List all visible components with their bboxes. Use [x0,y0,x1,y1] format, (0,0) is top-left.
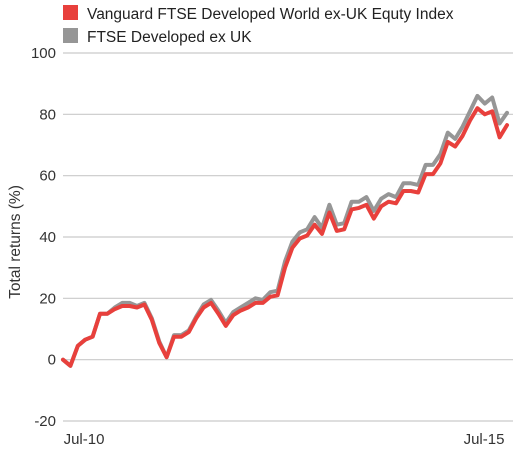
x-axis-ticks: Jul-10 Jul-15 [64,431,505,448]
legend: Vanguard FTSE Developed World ex-UK Equt… [63,5,454,46]
y-tick-label-4: 60 [39,168,56,185]
y-tick-label-0: -20 [34,413,56,430]
y-tick-label-1: 0 [48,352,56,369]
y-tick-label-3: 40 [39,229,56,246]
x-tick-label-0: Jul-10 [64,431,105,448]
legend-swatch-ftse [63,28,78,43]
series-lines [61,93,509,368]
legend-label-vanguard: Vanguard FTSE Developed World ex-UK Equt… [87,6,454,23]
gridlines [63,52,513,422]
x-tick-label-1: Jul-15 [464,431,505,448]
y-tick-label-5: 80 [39,106,56,123]
legend-label-ftse: FTSE Developed ex UK [87,29,252,46]
y-tick-label-2: 20 [39,290,56,307]
series-line-vanguard [61,106,509,368]
y-axis-ticks: -20 0 20 40 60 80 100 [31,45,56,430]
y-tick-label-6: 100 [31,45,56,62]
y-axis-title: Total returns (%) [7,185,24,299]
legend-swatch-vanguard [63,5,78,20]
series-line-ftse [61,93,509,368]
